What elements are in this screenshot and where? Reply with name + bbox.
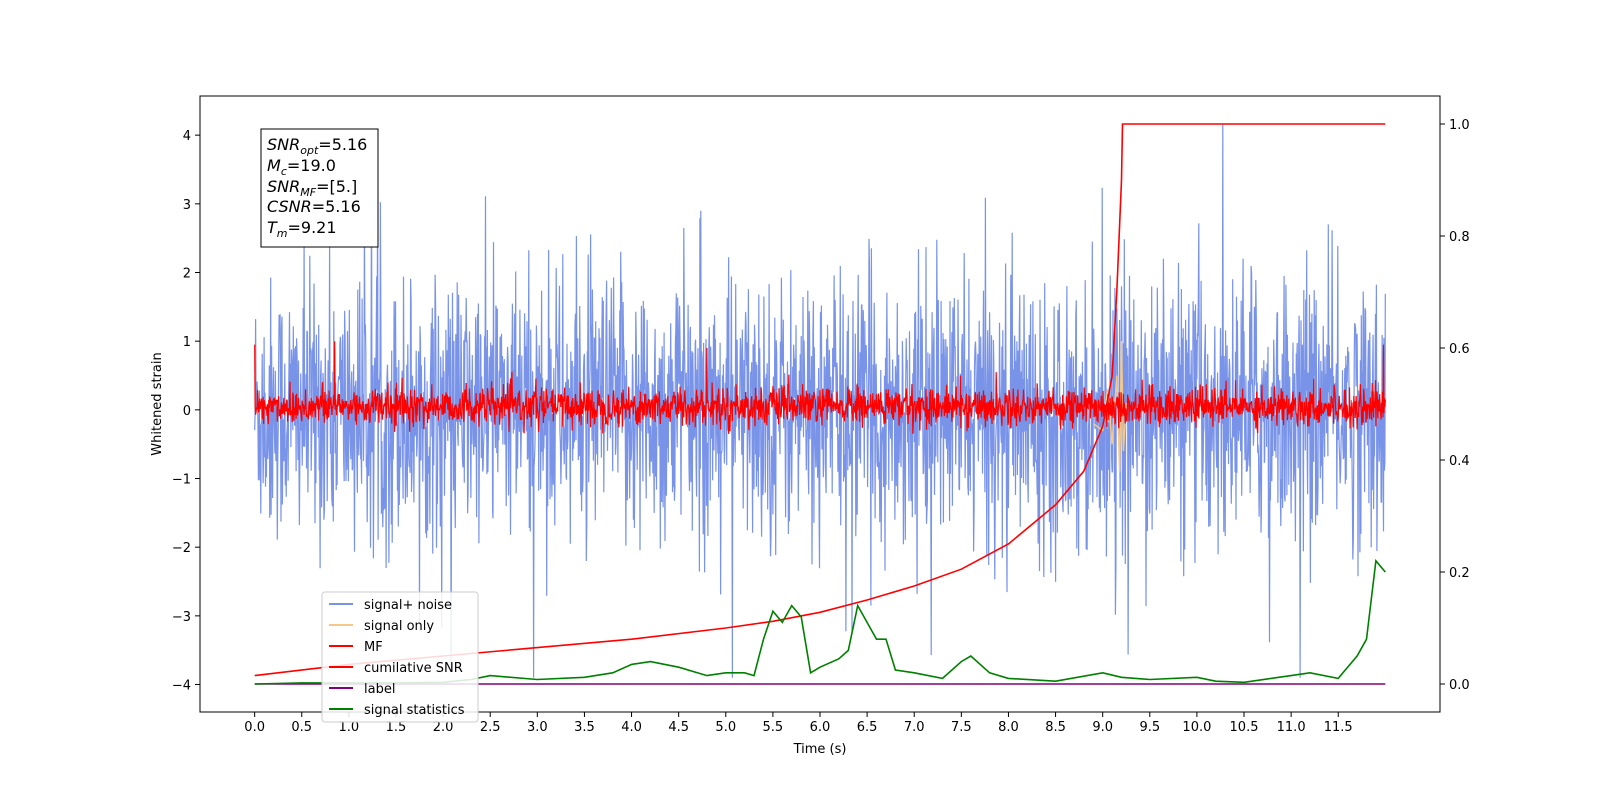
legend-label-signal-noise: signal+ noise: [364, 598, 452, 613]
series-cumulative-snr: [254, 123, 1386, 677]
x-tick-label: 9.5: [1139, 720, 1160, 735]
y-tick-label: −1: [172, 473, 191, 488]
x-tick-label: 8.5: [1045, 720, 1066, 735]
x-tick-label: 11.5: [1324, 720, 1353, 735]
y2-tick-label: 0.4: [1449, 454, 1470, 469]
x-tick-label: 4.0: [621, 720, 642, 735]
x-tick-label: 5.5: [763, 720, 784, 735]
x-tick-label: 6.0: [810, 720, 831, 735]
stat-merger-time: Tm=9.21: [267, 218, 337, 240]
y-tick-label: −4: [172, 679, 191, 694]
y2-axis-ticks: 0.0 0.2 0.4 0.6 0.8 1.0: [1440, 118, 1470, 693]
x-tick-label: 2.5: [480, 720, 501, 735]
x-tick-label: 1.0: [339, 720, 360, 735]
y2-tick-label: 0.8: [1449, 230, 1470, 245]
x-tick-label: 1.5: [386, 720, 407, 735]
y-tick-label: 0: [183, 404, 191, 419]
x-tick-label: 5.0: [715, 720, 736, 735]
x-axis-label: Time (s): [793, 742, 847, 757]
legend-label-cumulative-snr: cumilative SNR: [364, 661, 463, 676]
y2-tick-label: 0.2: [1449, 566, 1470, 581]
stat-snr-opt: SNRopt=5.16: [267, 135, 367, 157]
x-tick-label: 10.0: [1182, 720, 1211, 735]
legend-label-label: label: [364, 682, 395, 697]
series-signal-statistics: [254, 558, 1386, 685]
y-tick-label: −3: [172, 610, 191, 625]
y-tick-label: −2: [172, 541, 191, 556]
x-tick-label: 9.0: [1092, 720, 1113, 735]
y-tick-label: 2: [183, 266, 191, 281]
stats-box-frame: [260, 128, 379, 248]
x-tick-label: 0.5: [291, 720, 312, 735]
y-tick-label: 4: [183, 129, 191, 144]
legend: signal+ noise signal only MF cumilative …: [321, 591, 479, 723]
x-tick-label: 3.0: [527, 720, 548, 735]
legend-label-mf: MF: [364, 640, 383, 655]
series-signal-noise: [254, 124, 1386, 678]
y-tick-label: 3: [183, 198, 191, 213]
y-axis-ticks: −4 −3 −2 −1 0 1 2 3 4: [172, 129, 200, 694]
y2-tick-label: 1.0: [1449, 118, 1470, 133]
x-tick-label: 0.0: [244, 720, 265, 735]
x-axis-ticks: 0.0 0.5 1.0 1.5 2.0 2.5 3.0 3.5 4.0 4.5 5.0 5.5 6.0 6…: [244, 712, 1353, 735]
legend-label-signal-only: signal only: [364, 619, 434, 634]
x-tick-label: 8.0: [998, 720, 1019, 735]
x-tick-label: 11.0: [1277, 720, 1306, 735]
x-tick-label: 4.5: [668, 720, 689, 735]
y-axis-label: Whitened strain: [150, 352, 165, 455]
y-tick-label: 1: [183, 335, 191, 350]
series-mf: [254, 341, 1386, 434]
x-tick-label: 7.0: [904, 720, 925, 735]
plot-area: [254, 123, 1386, 685]
legend-frame: [321, 591, 479, 723]
x-tick-label: 3.5: [574, 720, 595, 735]
x-tick-label: 2.0: [433, 720, 454, 735]
y2-tick-label: 0.0: [1449, 678, 1470, 693]
legend-label-signal-statistics: signal statistics: [364, 703, 465, 718]
stat-snr-mf: SNRMF=[5.]: [267, 177, 357, 199]
stat-csnr: CSNR=5.16: [267, 197, 361, 216]
y2-tick-label: 0.6: [1449, 342, 1470, 357]
x-tick-label: 6.5: [857, 720, 878, 735]
x-tick-label: 7.5: [951, 720, 972, 735]
stats-box: SNRopt=5.16 Mc=19.0 SNRMF=[5.] CSNR=5.16…: [260, 128, 379, 248]
x-tick-label: 10.5: [1230, 720, 1259, 735]
stat-chirp-mass: Mc=19.0: [267, 156, 336, 178]
